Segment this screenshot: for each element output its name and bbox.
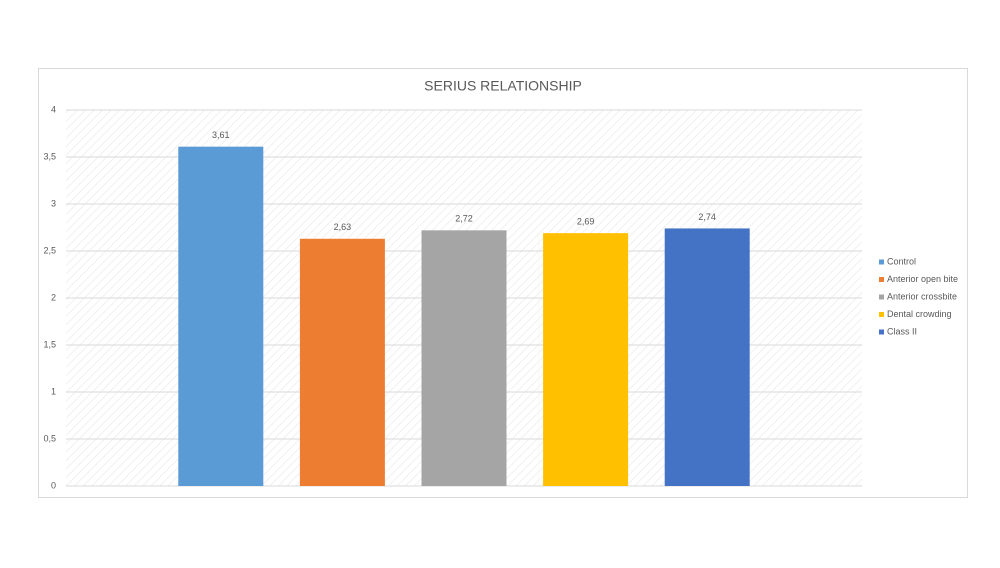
legend-swatch [879, 312, 884, 317]
legend-label: Control [887, 256, 916, 266]
legend-label: Dental crowding [887, 309, 952, 319]
data-label: 2,72 [455, 214, 473, 224]
bar [178, 146, 264, 486]
data-label: 3,61 [212, 130, 230, 140]
bar [664, 228, 750, 486]
legend-label: Class II [887, 326, 917, 336]
bar [299, 238, 385, 486]
data-label: 2,63 [334, 222, 352, 232]
y-tick-label: 0 [51, 480, 56, 490]
bar [421, 230, 507, 486]
y-tick-label: 2 [51, 292, 56, 302]
legend-label: Anterior open bite [887, 274, 958, 284]
data-label: 2,74 [698, 212, 716, 222]
legend-label: Anterior crossbite [887, 291, 957, 301]
y-tick-label: 3 [51, 198, 56, 208]
y-tick-label: 2,5 [43, 245, 56, 255]
y-tick-label: 3,5 [43, 151, 56, 161]
legend-swatch [879, 277, 884, 282]
y-tick-label: 1,5 [43, 339, 56, 349]
y-tick-label: 0,5 [43, 433, 56, 443]
y-tick-label: 4 [51, 104, 56, 114]
bar [543, 233, 629, 486]
y-tick-label: 1 [51, 386, 56, 396]
legend-swatch [879, 294, 884, 300]
chart-title: SERIUS RELATIONSHIP [424, 78, 582, 94]
data-label: 2,69 [577, 217, 595, 227]
legend-swatch [879, 329, 884, 335]
legend-swatch [879, 259, 884, 265]
